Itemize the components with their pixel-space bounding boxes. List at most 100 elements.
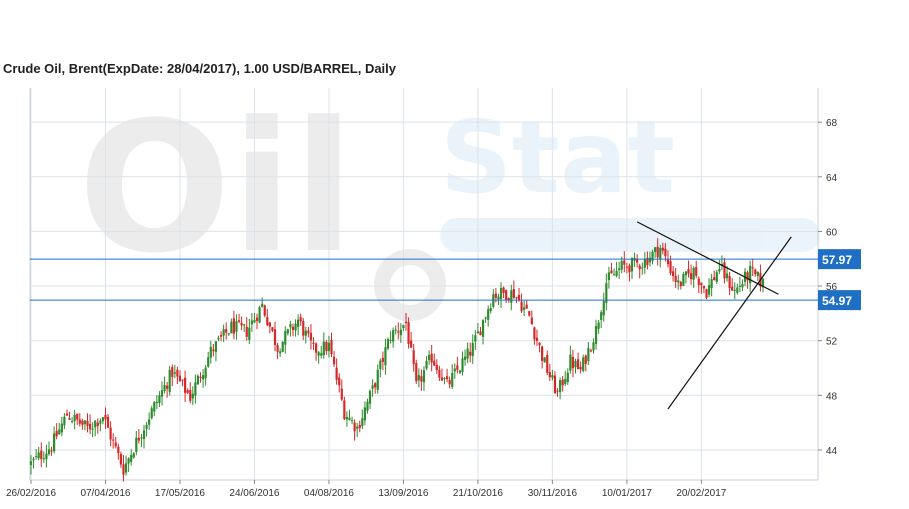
- candle-body: [29, 461, 33, 465]
- candle-body: [528, 311, 531, 316]
- candle-body: [499, 287, 503, 299]
- candle-body: [142, 430, 146, 440]
- candle-body: [235, 321, 238, 332]
- candle-body: [137, 437, 140, 441]
- y-axis: 44 48 52 56 60 64 68: [818, 118, 838, 457]
- x-tick-label: 21/10/2016: [453, 488, 503, 499]
- candle-body: [594, 325, 598, 344]
- candle-body: [204, 367, 207, 379]
- candle-body: [104, 414, 107, 420]
- candle-body: [176, 369, 179, 377]
- watermark-bar: [440, 218, 820, 252]
- candle-body: [232, 318, 236, 334]
- candle-body: [222, 329, 225, 336]
- candle-body: [155, 401, 158, 404]
- x-axis: 26/02/2016 07/04/2016 17/05/2016 24/06/2016…: [6, 480, 727, 499]
- candle-body: [356, 426, 359, 429]
- x-tick-label: 04/08/2016: [304, 488, 354, 499]
- candle-body: [628, 265, 631, 273]
- candle-body: [556, 390, 559, 392]
- candle-body: [361, 418, 364, 427]
- x-tick-label: 20/02/2017: [676, 488, 726, 499]
- candle-body: [332, 356, 336, 365]
- candle-body: [689, 273, 693, 280]
- level-label: 57.97: [822, 253, 852, 267]
- candle-body: [422, 370, 426, 383]
- candle-body: [350, 420, 354, 422]
- candle-body: [625, 266, 628, 268]
- candle-body: [453, 368, 456, 372]
- candle-body: [81, 420, 84, 425]
- candle-body: [438, 369, 441, 378]
- candle-body: [451, 372, 454, 387]
- candle-body: [702, 285, 706, 289]
- candle-body: [731, 286, 734, 291]
- candle-body: [607, 272, 610, 281]
- candle-body: [302, 321, 305, 336]
- candle-body: [756, 271, 759, 276]
- candle-body: [130, 455, 133, 462]
- candle-body: [566, 372, 569, 382]
- candle-body: [83, 420, 87, 425]
- candle-body: [112, 439, 115, 441]
- candle-body: [479, 331, 482, 336]
- candle-body: [404, 321, 408, 323]
- candle-body: [114, 442, 117, 447]
- candle-body: [68, 418, 71, 420]
- candle-body: [746, 272, 749, 281]
- candle-body: [276, 345, 279, 352]
- candle-body: [304, 330, 307, 336]
- candle-body: [268, 322, 271, 327]
- candle-body: [605, 283, 608, 303]
- candle-body: [240, 322, 243, 326]
- candle-body: [389, 339, 392, 341]
- candle-body: [415, 363, 418, 382]
- candle-body: [571, 357, 575, 369]
- candle-body: [70, 421, 74, 423]
- candle-body: [320, 353, 323, 356]
- candle-body: [487, 309, 490, 320]
- candle-body: [343, 400, 346, 420]
- candle-body: [471, 343, 474, 357]
- candle-body: [620, 261, 623, 270]
- candle-body: [261, 303, 264, 307]
- candle-body: [366, 401, 369, 411]
- candle-body: [707, 285, 711, 295]
- candle-body: [502, 287, 505, 294]
- candle-body: [96, 422, 99, 427]
- candle-body: [119, 453, 122, 465]
- candle-body: [705, 289, 708, 298]
- candle-body: [538, 342, 541, 346]
- candlestick-series: [29, 238, 765, 482]
- x-tick-label: 07/04/2016: [80, 488, 130, 499]
- candle-body: [679, 281, 682, 287]
- candle-body: [109, 427, 112, 440]
- candle-body: [718, 269, 721, 272]
- candle-body: [53, 433, 56, 452]
- x-tick-label: 26/02/2016: [6, 488, 56, 499]
- candle-body: [160, 390, 164, 397]
- candle-body: [738, 285, 741, 287]
- candle-body: [297, 319, 300, 327]
- candle-body: [692, 267, 695, 280]
- candle-body: [505, 290, 508, 301]
- candle-body: [733, 289, 736, 291]
- candle-body: [417, 375, 420, 381]
- candle-body: [76, 413, 79, 420]
- chart-title: Crude Oil, Brent(ExpDate: 28/04/2017), 1…: [3, 61, 397, 76]
- candle-body: [153, 402, 156, 412]
- candle-body: [255, 317, 259, 321]
- candle-body: [754, 269, 757, 275]
- candle-body: [237, 320, 241, 322]
- candle-body: [638, 265, 641, 270]
- candle-body: [515, 297, 518, 299]
- y-tick-label: 60: [826, 227, 838, 238]
- candle-body: [58, 429, 61, 434]
- candle-body: [186, 390, 189, 393]
- candle-body: [523, 307, 526, 310]
- candle-body: [546, 354, 549, 373]
- candle-body: [440, 377, 444, 381]
- level-label: 54.97: [822, 294, 852, 308]
- candle-body: [641, 267, 644, 269]
- candle-body: [584, 355, 587, 365]
